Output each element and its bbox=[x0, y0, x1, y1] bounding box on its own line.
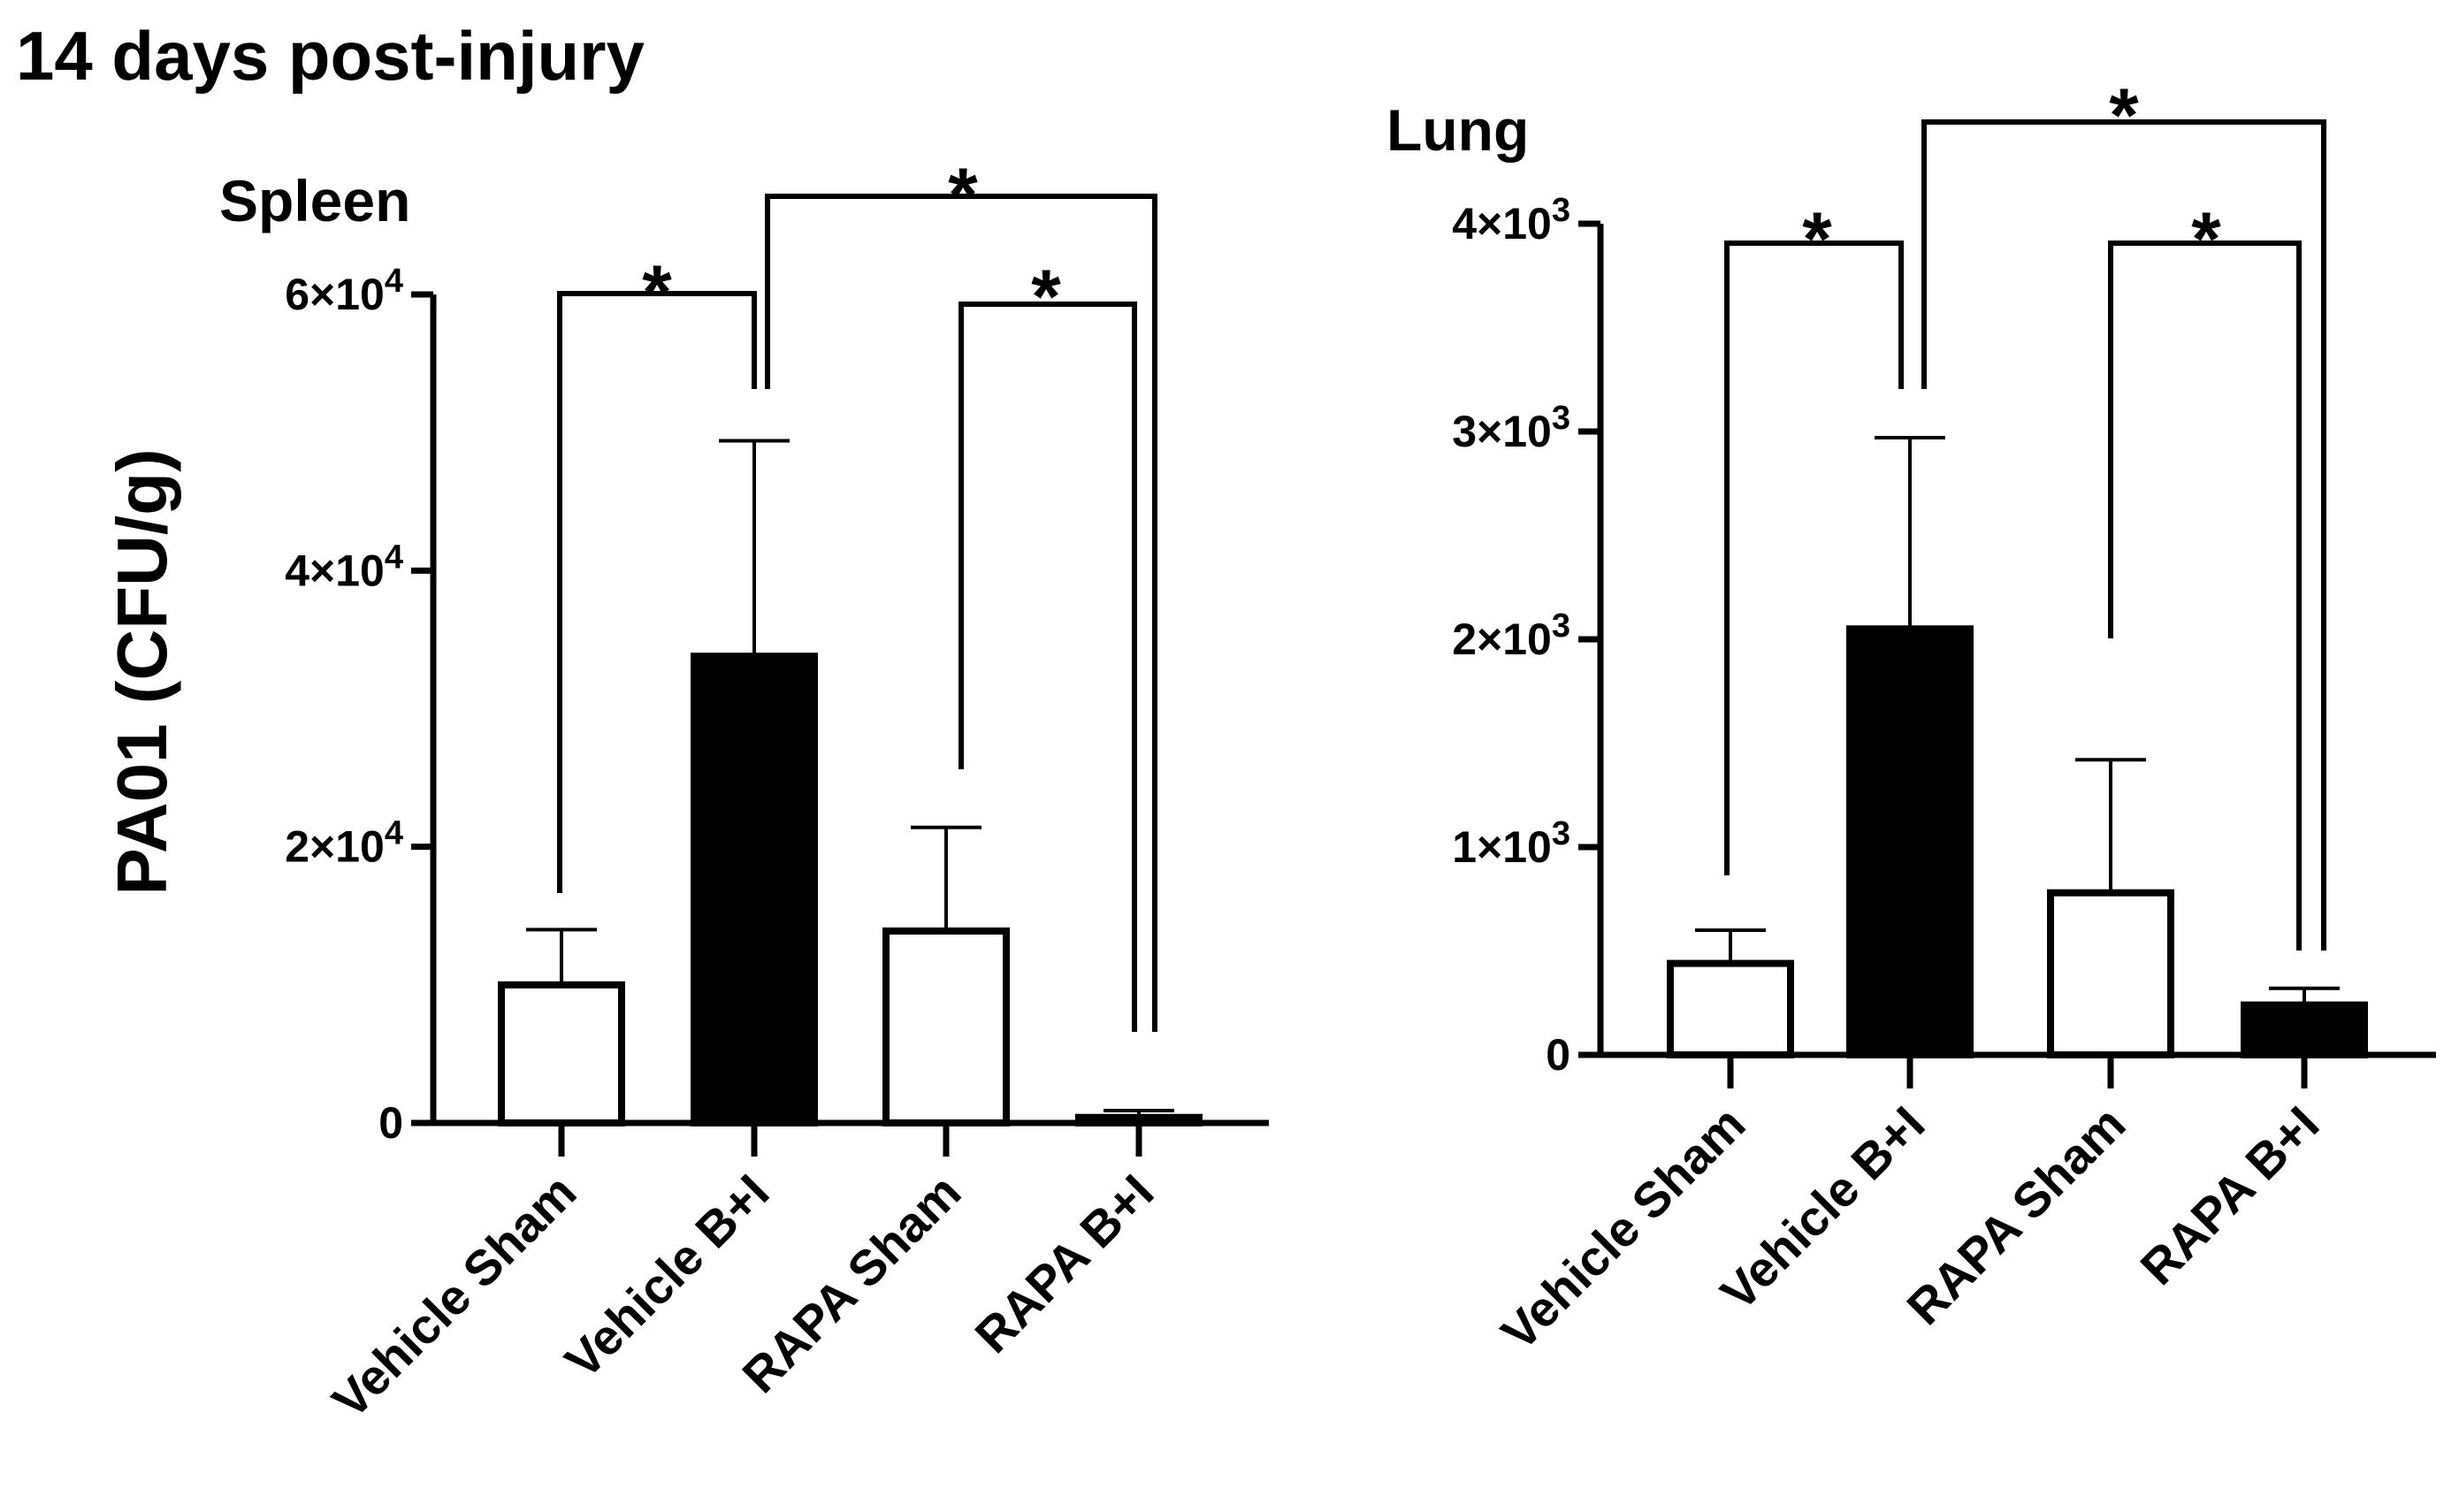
spleen-category-label: RAPA B+I bbox=[964, 1164, 1164, 1363]
spleen-bar bbox=[1075, 1113, 1203, 1126]
lung-significance-bracket bbox=[1921, 119, 2326, 951]
lung-significance-star: * bbox=[2109, 73, 2139, 158]
y-axis-label: PA01 (CFU/g) bbox=[103, 448, 181, 895]
spleen-bar bbox=[691, 653, 818, 1126]
lung-y-tick-label: 4×103 bbox=[1452, 192, 1570, 248]
lung-significance-star: * bbox=[1802, 197, 1832, 282]
spleen-significance-star: * bbox=[1031, 255, 1061, 340]
spleen-significance-bracket bbox=[765, 194, 1157, 1032]
spleen-y-tick-label: 6×104 bbox=[285, 263, 403, 319]
spleen-category-label: Vehicle Sham bbox=[322, 1164, 587, 1429]
lung-chart-title: Lung bbox=[1386, 97, 1529, 163]
spleen-significance-bracket bbox=[557, 291, 757, 893]
lung-bar bbox=[2047, 889, 2174, 1059]
spleen-y-tick-label: 2×104 bbox=[285, 815, 403, 872]
lung-y-tick-label: 0 bbox=[1546, 1030, 1570, 1080]
spleen-chart-title: Spleen bbox=[219, 168, 410, 233]
lung-category-label: RAPA Sham bbox=[1896, 1096, 2135, 1335]
lung-bar bbox=[1846, 625, 1974, 1058]
spleen-bar bbox=[498, 981, 625, 1127]
lung-category-label: RAPA B+I bbox=[2129, 1096, 2329, 1295]
lung-significance-bracket bbox=[2108, 241, 2302, 951]
spleen-significance-star: * bbox=[642, 250, 672, 335]
lung-bar bbox=[2241, 1001, 2368, 1058]
figure-title: 14 days post-injury bbox=[16, 17, 645, 95]
lung-bar bbox=[1667, 959, 1794, 1058]
spleen-y-tick-label: 4×104 bbox=[285, 538, 403, 595]
spleen-significance-star: * bbox=[948, 153, 978, 238]
spleen-y-tick-label: 0 bbox=[378, 1098, 403, 1148]
lung-y-tick-label: 3×103 bbox=[1452, 400, 1570, 456]
spleen-significance-bracket bbox=[959, 302, 1137, 1032]
lung-significance-bracket bbox=[1724, 241, 1904, 875]
lung-category-label: Vehicle Sham bbox=[1491, 1096, 1756, 1361]
lung-significance-star: * bbox=[2191, 197, 2221, 282]
spleen-bar bbox=[882, 927, 1010, 1127]
lung-y-tick-label: 1×103 bbox=[1452, 815, 1570, 872]
lung-y-tick-label: 2×103 bbox=[1452, 607, 1570, 664]
